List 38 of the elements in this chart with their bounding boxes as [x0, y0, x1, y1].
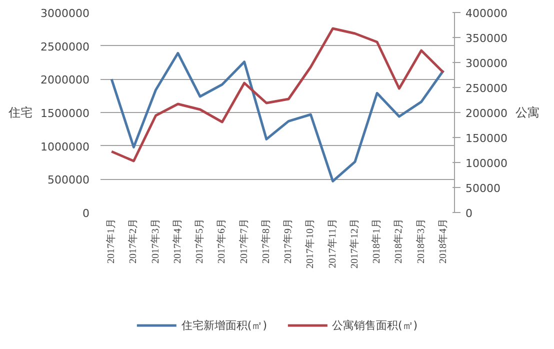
x-tick-label: 2017年1月 — [105, 218, 118, 264]
y2-tick-label: 250000 — [466, 82, 508, 95]
y2-tick-label: 300000 — [466, 57, 508, 70]
y2-tick-label: 200000 — [466, 107, 508, 120]
y-tick-label: 2000000 — [40, 74, 90, 87]
x-tick-label: 2017年9月 — [282, 218, 294, 264]
y-tick-label: 2500000 — [40, 40, 90, 54]
x-tick-label: 2017年5月 — [194, 218, 206, 264]
y2-axis-title: 公寓 — [515, 106, 540, 120]
x-tick-label: 2017年12月 — [348, 218, 360, 268]
x-tick-label: 2017年7月 — [238, 218, 250, 264]
x-tick-label: 2018年2月 — [392, 218, 405, 264]
y-axis-title: 住宅 — [8, 106, 33, 120]
y-tick-label: 1500000 — [40, 107, 90, 120]
y-tick-label: 500000 — [48, 174, 90, 187]
x-tick-label: 2017年6月 — [216, 218, 228, 264]
y-tick-label: 0 — [82, 207, 90, 220]
y-tick-label: 3000000 — [40, 7, 90, 20]
x-tick-label: 2017年3月 — [149, 218, 162, 264]
x-tick-label: 2017年4月 — [171, 218, 184, 264]
x-tick-label: 2017年11月 — [326, 218, 338, 268]
line-series — [110, 27, 445, 162]
y2-tick-label: 50000 — [466, 182, 500, 195]
x-tick-label: 2018年1月 — [370, 218, 383, 264]
y-tick-label: 1000000 — [40, 140, 90, 154]
x-tick-label: 2017年10月 — [304, 218, 316, 268]
line-series — [110, 52, 445, 182]
x-tick-label: 2018年4月 — [436, 218, 449, 264]
y2-tick-label: 350000 — [466, 32, 508, 45]
y2-tick-label: 400000 — [466, 7, 508, 20]
x-tick-label: 2017年2月 — [127, 218, 140, 264]
y2-tick-label: 150000 — [466, 132, 508, 145]
legend-label: 公寓销售面积(㎡) — [332, 318, 418, 332]
y2-tick-label: 0 — [466, 207, 472, 220]
x-tick-label: 2017年8月 — [260, 218, 272, 264]
y2-tick-label: 100000 — [466, 157, 508, 170]
x-tick-label: 2018年3月 — [414, 218, 427, 264]
legend-label: 住宅新增面积(㎡) — [181, 318, 267, 332]
